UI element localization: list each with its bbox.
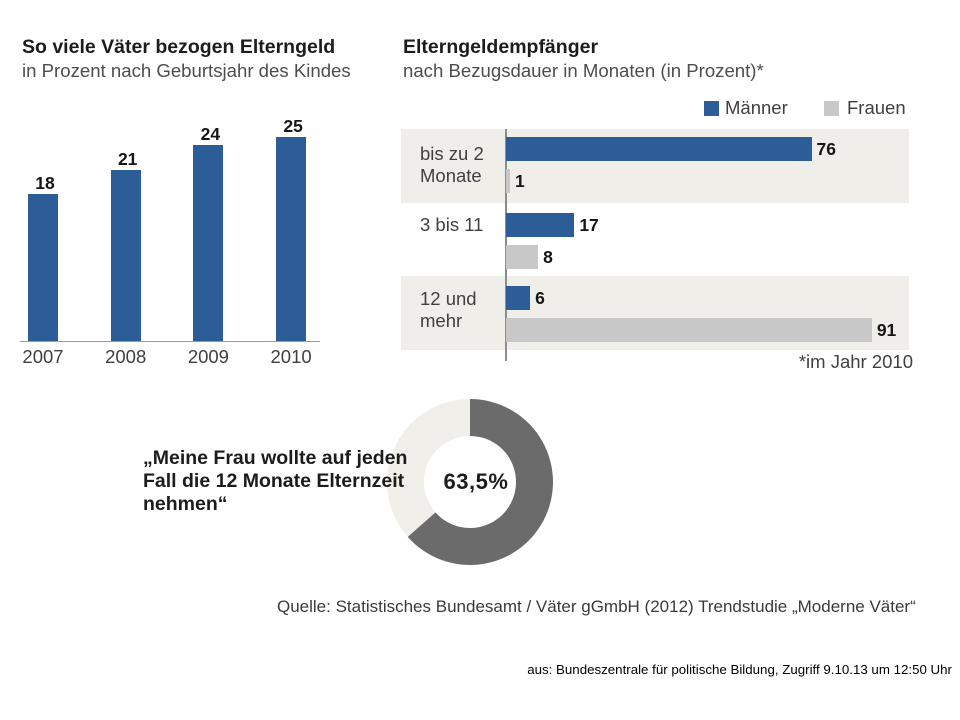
donut-segment-remainder [387, 399, 470, 537]
legend-swatch-women [824, 101, 839, 116]
bar-2007 [28, 194, 58, 341]
x-tick-label: 2007 [22, 346, 64, 367]
chart-footnote: *im Jahr 2010 [798, 351, 913, 372]
chart-title: Elterngeldempfänger [403, 36, 599, 58]
bar-series-2-row-3 [506, 318, 872, 342]
bar-series-1-row-2 [506, 213, 575, 237]
attribution-note: aus: Bundeszentrale für politische Bildu… [527, 662, 952, 677]
x-axis-baseline [20, 340, 320, 342]
bar-2010 [276, 137, 307, 341]
bar-series-1-row-1 [506, 137, 812, 161]
data-label: 21 [117, 148, 138, 169]
data-label: 25 [283, 116, 303, 137]
bar-2008 [110, 169, 141, 341]
legend-label-women: Frauen [847, 97, 906, 118]
plot-area: 18 2007 21 2008 24 2009 25 2010 [0, 0, 370, 380]
y-axis-line [505, 129, 507, 361]
donut-segment-value [407, 399, 553, 565]
source-note: Quelle: Statistisches Bundesamt / Väter … [277, 597, 916, 616]
recipients-duration-bar-chart: Elterngeldempfänger nach Bezugsdauer in … [390, 0, 930, 380]
bar-series-1-row-3 [506, 286, 531, 310]
plot-area: bis zu 2 Monate 3 bis 11 12 und mehr 76 17 6 1… [390, 0, 930, 380]
y-tick-label: 3 bis 11 [420, 214, 484, 235]
fathers-allowance-bar-chart: So viele Väter bezogen Elterngeld in Pro… [0, 0, 370, 380]
chart-subtitle: nach Bezugsdauer in Monaten (in Prozent)… [403, 60, 764, 81]
x-tick-label: 2009 [187, 346, 229, 367]
data-label: 8 [543, 247, 553, 267]
data-label: 24 [200, 124, 221, 145]
donut-chart-block: „Meine Frau wollte auf jeden Fall die 12… [130, 390, 570, 580]
chart-subtitle: in Prozent nach Geburtsjahr des Kindes [22, 60, 351, 81]
bar-series-2-row-1 [506, 169, 511, 193]
donut-chart [387, 399, 553, 565]
donut-value-label: 63,5% [443, 469, 509, 494]
data-label: 91 [876, 320, 897, 340]
data-label: 1 [515, 171, 525, 191]
chart-title: So viele Väter bezogen Elterngeld [22, 36, 336, 58]
bar-2009 [193, 145, 224, 341]
y-tick-label: 12 und mehr [420, 288, 477, 331]
data-label: 6 [535, 288, 545, 308]
bar-series-2-row-2 [506, 245, 539, 269]
legend-swatch-men [704, 101, 719, 116]
legend-label-men: Männer [725, 97, 788, 118]
y-tick-label: bis zu 2 Monate [420, 143, 484, 186]
legend: Männer Frauen [390, 0, 930, 380]
data-label: 76 [816, 139, 836, 159]
x-tick-label: 2010 [270, 346, 312, 367]
data-label: 18 [35, 173, 55, 194]
x-tick-label: 2008 [105, 346, 147, 367]
quote-caption: „Meine Frau wollte auf jeden Fall die 12… [143, 447, 408, 515]
data-label: 17 [579, 215, 599, 235]
